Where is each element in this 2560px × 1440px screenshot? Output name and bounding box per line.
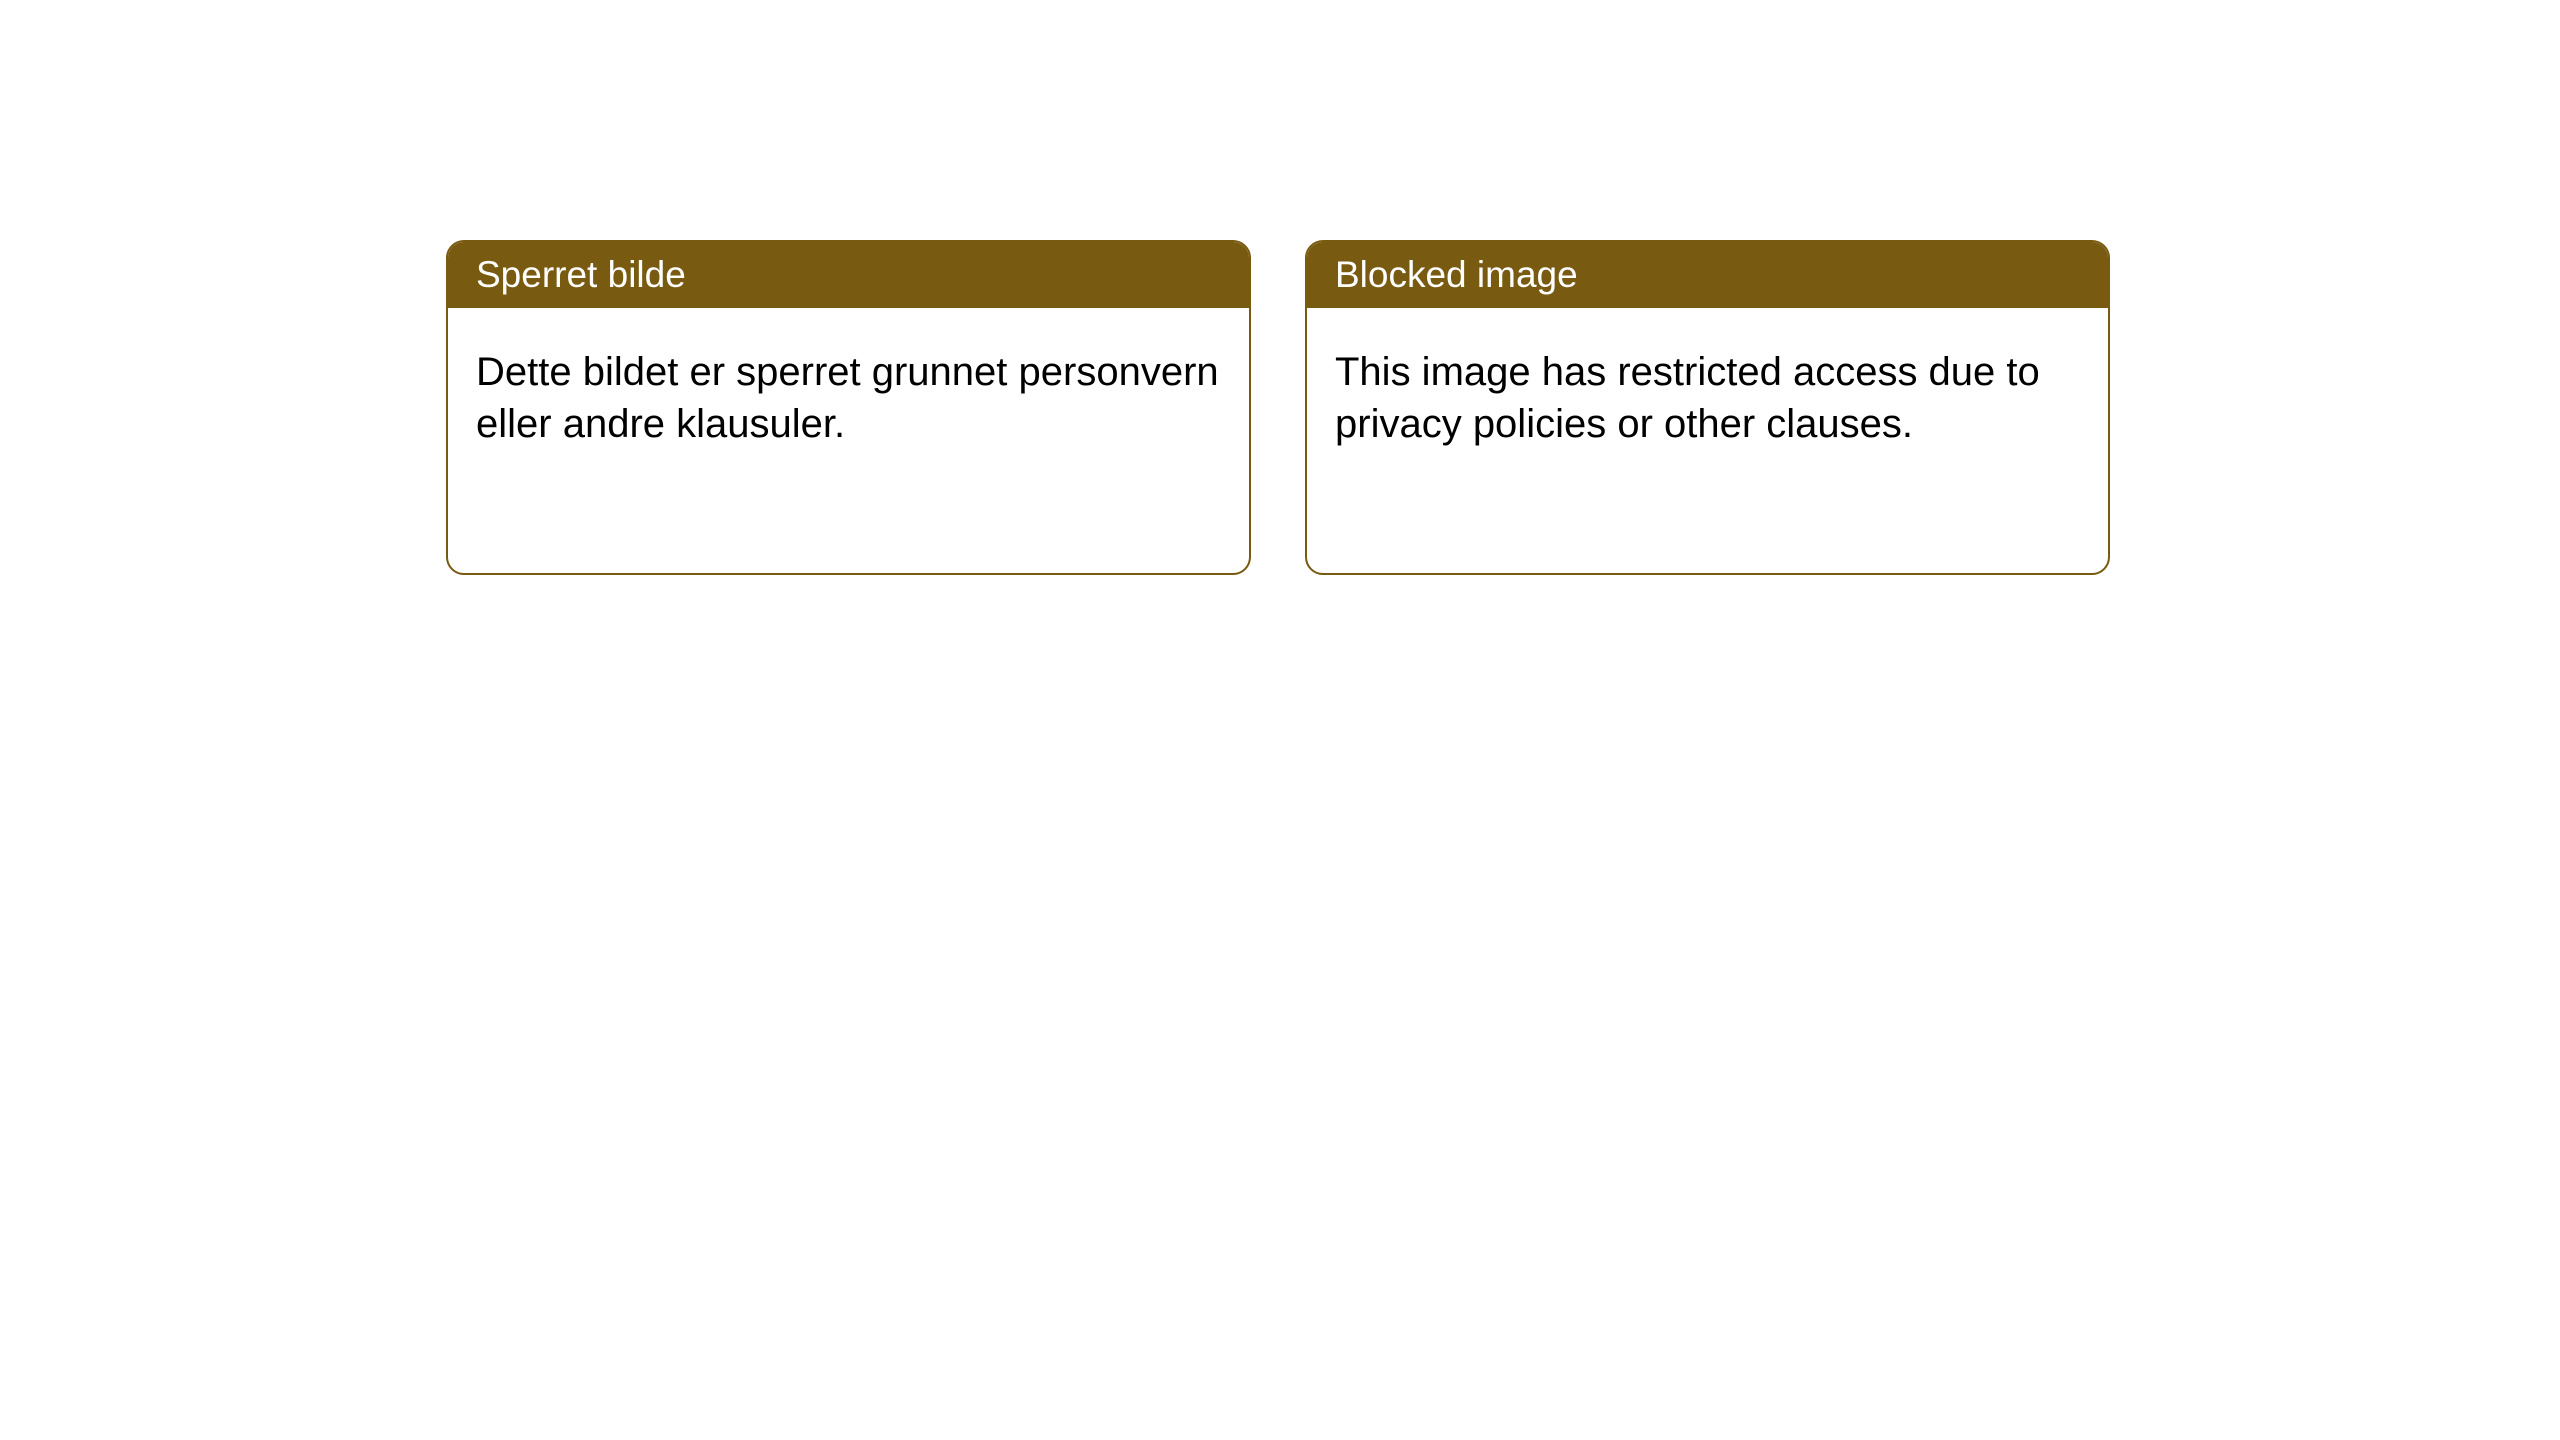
notice-body: Dette bildet er sperret grunnet personve… (448, 308, 1249, 488)
notice-title: Blocked image (1307, 242, 2108, 308)
notice-container: Sperret bilde Dette bildet er sperret gr… (0, 0, 2560, 575)
notice-card-norwegian: Sperret bilde Dette bildet er sperret gr… (446, 240, 1251, 575)
notice-title: Sperret bilde (448, 242, 1249, 308)
notice-card-english: Blocked image This image has restricted … (1305, 240, 2110, 575)
notice-body: This image has restricted access due to … (1307, 308, 2108, 488)
